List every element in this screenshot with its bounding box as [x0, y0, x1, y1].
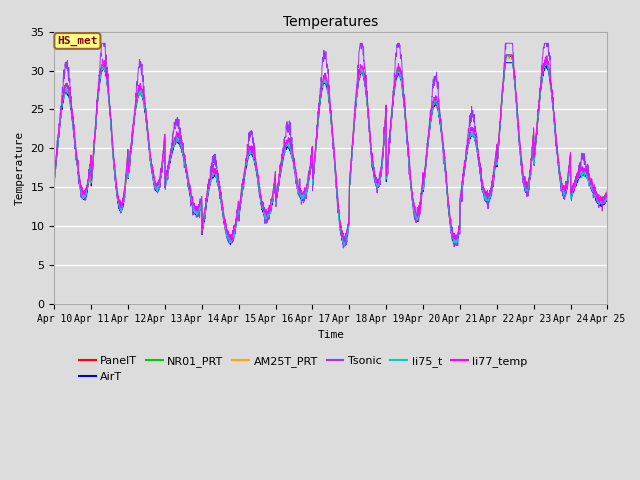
PanelT — [502, 52, 510, 58]
NR01_PRT — [452, 238, 460, 244]
Line: PanelT: PanelT — [54, 55, 607, 244]
PanelT — [570, 185, 578, 191]
NR01_PRT — [492, 151, 500, 156]
NR01_PRT — [359, 66, 367, 72]
li75_t — [205, 186, 212, 192]
Tsonic — [555, 166, 563, 172]
AirT — [451, 243, 458, 249]
Line: Tsonic: Tsonic — [54, 43, 607, 248]
PanelT — [492, 157, 500, 163]
AirT — [205, 189, 212, 195]
PanelT — [604, 192, 611, 198]
AM25T_PRT — [51, 174, 58, 180]
PanelT — [205, 186, 212, 192]
li77_temp — [492, 153, 500, 159]
Line: AM25T_PRT: AM25T_PRT — [54, 59, 607, 242]
li77_temp — [502, 52, 510, 58]
li77_temp — [341, 239, 349, 244]
li77_temp — [347, 157, 355, 163]
AM25T_PRT — [492, 154, 500, 160]
NR01_PRT — [570, 181, 578, 187]
li77_temp — [51, 173, 58, 179]
AirT — [604, 195, 611, 201]
PanelT — [451, 241, 459, 247]
Tsonic — [570, 188, 578, 193]
Text: HS_met: HS_met — [57, 36, 98, 46]
AirT — [570, 187, 578, 192]
X-axis label: Time: Time — [317, 330, 344, 339]
li75_t — [51, 178, 58, 184]
li75_t — [555, 166, 563, 172]
Y-axis label: Temperature: Temperature — [15, 131, 25, 205]
AirT — [51, 177, 58, 183]
li75_t — [347, 163, 355, 169]
Tsonic — [98, 40, 106, 46]
li77_temp — [359, 66, 367, 72]
li75_t — [359, 72, 367, 78]
PanelT — [51, 173, 58, 179]
AirT — [502, 60, 509, 66]
Tsonic — [339, 245, 347, 251]
Tsonic — [360, 52, 367, 58]
AM25T_PRT — [347, 164, 355, 170]
AM25T_PRT — [205, 186, 212, 192]
Title: Temperatures: Temperatures — [284, 15, 378, 29]
Line: AirT: AirT — [54, 63, 607, 246]
li77_temp — [604, 187, 611, 193]
AirT — [359, 72, 367, 78]
NR01_PRT — [205, 184, 212, 190]
Tsonic — [604, 194, 611, 200]
NR01_PRT — [555, 161, 563, 167]
Tsonic — [205, 176, 212, 182]
li75_t — [492, 156, 500, 162]
AirT — [555, 168, 563, 173]
AM25T_PRT — [451, 240, 459, 245]
Legend: PanelT, AirT, NR01_PRT, AM25T_PRT, Tsonic, li75_t, li77_temp: PanelT, AirT, NR01_PRT, AM25T_PRT, Tsoni… — [75, 351, 532, 386]
Tsonic — [348, 159, 355, 165]
li77_temp — [205, 181, 212, 187]
NR01_PRT — [502, 52, 510, 58]
li75_t — [340, 243, 348, 249]
li75_t — [570, 183, 578, 189]
NR01_PRT — [347, 162, 355, 168]
Tsonic — [51, 178, 58, 183]
Line: NR01_PRT: NR01_PRT — [54, 55, 607, 241]
AM25T_PRT — [604, 192, 611, 198]
li77_temp — [555, 159, 563, 165]
AM25T_PRT — [570, 184, 578, 190]
NR01_PRT — [604, 191, 611, 196]
li77_temp — [570, 184, 578, 190]
AirT — [492, 158, 500, 164]
PanelT — [359, 70, 367, 75]
Line: li77_temp: li77_temp — [54, 55, 607, 241]
PanelT — [555, 163, 563, 169]
PanelT — [347, 166, 355, 171]
AM25T_PRT — [555, 165, 563, 170]
AM25T_PRT — [359, 67, 367, 73]
li75_t — [502, 52, 510, 58]
AM25T_PRT — [502, 56, 509, 62]
NR01_PRT — [51, 172, 58, 178]
AirT — [347, 170, 355, 176]
Line: li75_t: li75_t — [54, 55, 607, 246]
Tsonic — [492, 159, 500, 165]
li75_t — [604, 192, 611, 198]
